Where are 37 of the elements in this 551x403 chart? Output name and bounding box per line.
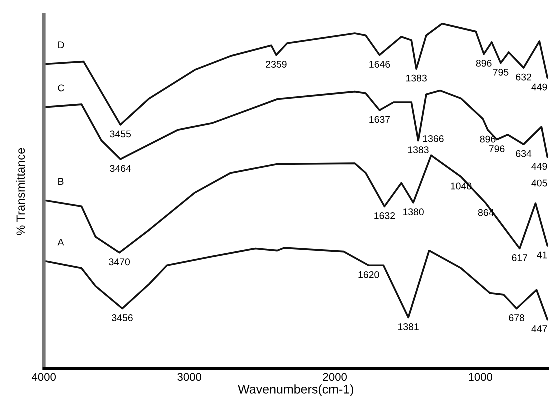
annotation: 41	[537, 252, 548, 259]
y-axis-title: % Transmittance	[16, 148, 26, 236]
annotation: 796	[489, 146, 505, 152]
x-tick-label: 4000	[32, 373, 56, 382]
annotation: 1637	[370, 116, 390, 124]
x-tick-label: 2000	[323, 373, 348, 382]
annotation: 896	[476, 60, 492, 67]
series-label: B	[58, 178, 64, 185]
annotation: 632	[516, 74, 532, 81]
annotation: 3456	[112, 314, 133, 322]
annotation: 3455	[110, 130, 132, 138]
x-tick-label: 1000	[469, 373, 493, 382]
annotation: 449	[532, 163, 548, 170]
annotation: 3470	[109, 258, 130, 266]
annotation: 2359	[266, 61, 287, 68]
annotation: 1383	[406, 74, 427, 82]
annotation: 1646	[370, 61, 390, 68]
x-tick-label: 3000	[178, 373, 202, 382]
annotation: 447	[532, 326, 548, 332]
annotation: 1632	[374, 212, 396, 220]
annotation: 1620	[358, 271, 380, 278]
annotation: 3464	[110, 165, 132, 172]
annotation: 617	[512, 254, 528, 262]
series-label: C	[58, 84, 64, 92]
series-label: D	[58, 42, 64, 48]
annotation: 795	[493, 69, 509, 76]
series-label: A	[58, 238, 64, 246]
annotation: 896	[480, 136, 496, 143]
annotation: 405	[532, 180, 548, 187]
annotation: 634	[516, 150, 532, 158]
annotation: 1380	[403, 208, 424, 216]
x-axis-title: Wavenumbers(cm-1)	[238, 384, 354, 396]
annotation: 1383	[408, 146, 429, 154]
annotation: 1381	[398, 324, 419, 330]
annotation: 1366	[423, 135, 444, 142]
annotation: 449	[532, 84, 548, 91]
annotation: 678	[509, 314, 525, 322]
